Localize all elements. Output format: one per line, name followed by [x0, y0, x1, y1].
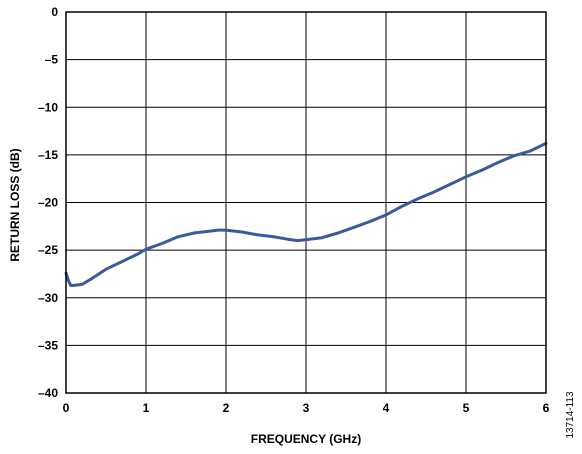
y-axis-title: RETURN LOSS (dB)	[8, 148, 22, 261]
x-tick-label: 1	[143, 401, 150, 415]
y-tick-labels: 0 –5 –10 –15 –20 –25 –30 –35 –40	[38, 5, 58, 400]
x-tick-label: 4	[383, 401, 390, 415]
y-tick-label: –5	[45, 53, 59, 67]
y-tick-label: 0	[51, 5, 58, 19]
y-tick-label: –20	[38, 196, 58, 210]
x-tick-label: 2	[223, 401, 230, 415]
plot-frame	[65, 11, 547, 394]
return-loss-line	[64, 141, 548, 287]
y-tick-label: –25	[38, 243, 58, 257]
x-axis-title: FREQUENCY (GHz)	[251, 432, 361, 446]
y-tick-label: –10	[38, 100, 58, 114]
grid-lines	[65, 11, 547, 394]
x-tick-label: 5	[463, 401, 470, 415]
x-tick-label: 6	[543, 401, 550, 415]
y-tick-label: –35	[38, 338, 58, 352]
y-tick-label: –40	[38, 386, 58, 400]
y-tick-label: –15	[38, 148, 58, 162]
figure-id: 13714-113	[565, 391, 576, 439]
x-tick-labels: 0 1 2 3 4 5 6	[63, 401, 550, 415]
x-tick-label: 3	[303, 401, 310, 415]
x-tick-label: 0	[63, 401, 70, 415]
y-tick-label: –30	[38, 291, 58, 305]
